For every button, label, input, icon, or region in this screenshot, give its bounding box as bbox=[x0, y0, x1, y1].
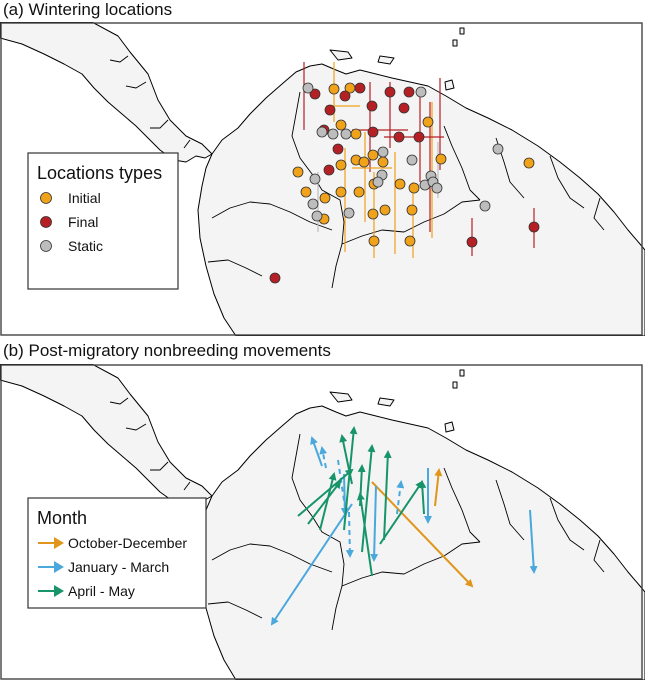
point-final bbox=[403, 86, 415, 98]
landmass bbox=[0, 364, 645, 680]
arrow-apr-may bbox=[357, 464, 366, 507]
point-static bbox=[377, 146, 389, 158]
point-initial bbox=[379, 204, 391, 216]
point-initial bbox=[335, 159, 347, 171]
arrow-apr-may bbox=[383, 450, 392, 541]
legend-location-types: Locations types Initial Final Static bbox=[27, 152, 179, 290]
country-borders bbox=[109, 397, 605, 631]
point-static bbox=[343, 207, 355, 219]
point-final bbox=[309, 88, 321, 100]
point-final bbox=[466, 236, 478, 248]
arrow-jan-mar bbox=[270, 503, 353, 626]
legend-month: Month October-December January - March A… bbox=[27, 497, 207, 609]
point-static bbox=[431, 182, 443, 194]
location-points bbox=[269, 82, 540, 284]
point-initial bbox=[404, 235, 416, 247]
point-final bbox=[323, 164, 335, 176]
arrow-jan-mar bbox=[340, 473, 349, 516]
arrow-jan-mar bbox=[370, 485, 379, 562]
legend-label-final: Final bbox=[68, 214, 98, 230]
arrow-jan-mar bbox=[345, 511, 354, 558]
point-initial bbox=[422, 116, 434, 128]
point-initial bbox=[350, 128, 362, 140]
arrow-apr-may bbox=[356, 492, 373, 577]
point-static bbox=[309, 173, 321, 185]
point-static bbox=[406, 154, 418, 166]
legend-arrow-apr-may bbox=[54, 585, 64, 597]
point-initial bbox=[408, 182, 420, 194]
arrow-apr-may bbox=[343, 426, 358, 531]
legend-title: Month bbox=[37, 508, 87, 528]
point-final bbox=[366, 100, 378, 112]
landmass bbox=[0, 22, 645, 336]
legend-label-jan-mar: January - March bbox=[68, 559, 169, 575]
legend-label-static: Static bbox=[68, 238, 103, 254]
point-initial bbox=[523, 157, 535, 169]
legend-arrow-jan-mar bbox=[54, 561, 64, 573]
point-initial bbox=[292, 166, 304, 178]
arrow-apr-may bbox=[307, 480, 342, 525]
point-static bbox=[415, 86, 427, 98]
point-static bbox=[311, 210, 323, 222]
point-initial bbox=[377, 156, 389, 168]
point-static bbox=[327, 128, 339, 140]
point-initial bbox=[335, 186, 347, 198]
point-initial bbox=[367, 149, 379, 161]
point-final bbox=[367, 126, 379, 138]
point-final bbox=[384, 86, 396, 98]
point-final bbox=[398, 102, 410, 114]
legend-label-oct-dec: October-December bbox=[68, 535, 187, 551]
movement-arrows bbox=[270, 426, 538, 626]
point-final bbox=[324, 104, 336, 116]
point-final bbox=[269, 272, 281, 284]
legend-title: Locations types bbox=[37, 163, 162, 183]
point-final bbox=[332, 143, 344, 155]
point-final bbox=[393, 131, 405, 143]
arrow-apr-may bbox=[379, 480, 424, 545]
arrow-apr-may bbox=[297, 468, 354, 517]
arrow-apr-may bbox=[361, 444, 376, 553]
point-final bbox=[413, 131, 425, 143]
point-initial bbox=[394, 178, 406, 190]
point-static bbox=[492, 143, 504, 155]
arrow-oct-dec bbox=[434, 468, 443, 507]
point-initial bbox=[335, 119, 347, 131]
point-static bbox=[302, 82, 314, 94]
arrow-apr-may bbox=[418, 480, 427, 515]
point-initial bbox=[367, 208, 379, 220]
point-initial bbox=[358, 156, 370, 168]
point-final bbox=[528, 221, 540, 233]
panel-b-title: (b) Post-migratory nonbreeding movements bbox=[3, 341, 331, 360]
panel-a-title: (a) Wintering locations bbox=[3, 0, 173, 19]
point-static bbox=[372, 176, 384, 188]
point-final bbox=[354, 82, 366, 94]
point-initial bbox=[328, 83, 340, 95]
legend-swatch-initial bbox=[40, 192, 52, 204]
legend-arrow-oct-dec bbox=[54, 537, 64, 549]
point-initial bbox=[406, 204, 418, 216]
point-initial bbox=[353, 186, 365, 198]
arrow-jan-mar bbox=[529, 509, 538, 574]
legend-swatch-final bbox=[40, 216, 52, 228]
point-initial bbox=[319, 192, 331, 204]
legend-swatch-static bbox=[40, 240, 52, 252]
arrow-jan-mar bbox=[310, 436, 323, 467]
arrow-jan-mar bbox=[319, 446, 328, 469]
point-static bbox=[316, 126, 328, 138]
legend-label-apr-may: April - May bbox=[68, 583, 135, 599]
point-static bbox=[340, 128, 352, 140]
arrow-oct-dec bbox=[371, 481, 474, 588]
wintering-locations-map: Locations types Initial Final Static bbox=[0, 22, 645, 336]
point-initial bbox=[368, 235, 380, 247]
point-initial bbox=[300, 186, 312, 198]
point-static bbox=[479, 200, 491, 212]
arrow-apr-may bbox=[319, 472, 337, 531]
point-initial bbox=[435, 153, 447, 165]
point-final bbox=[339, 90, 351, 102]
point-static bbox=[307, 198, 319, 210]
legend-label-initial: Initial bbox=[68, 190, 101, 206]
nonbreeding-movements-map: Month October-December January - March A… bbox=[0, 364, 645, 680]
